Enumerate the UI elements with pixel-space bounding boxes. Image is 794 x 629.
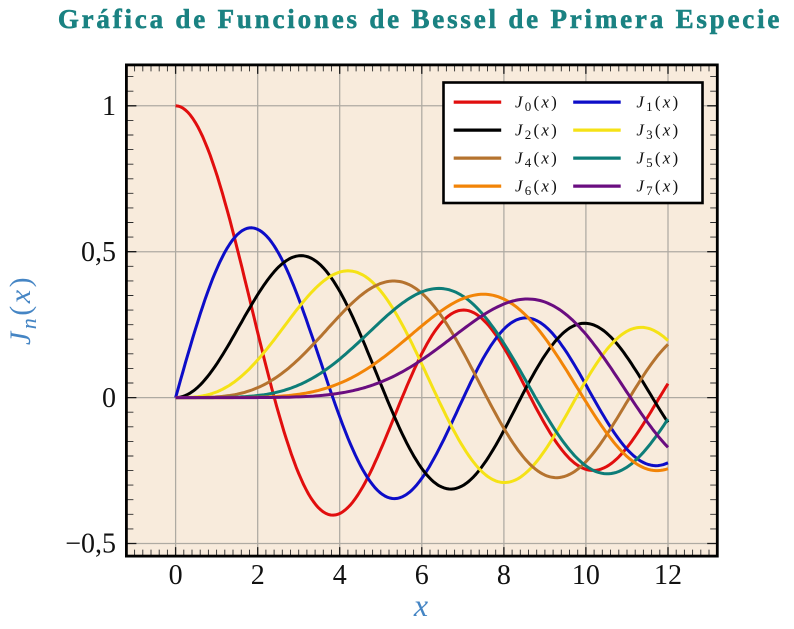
svg-text:J6(x): J6(x) [515,177,559,199]
svg-text:4: 4 [333,560,347,591]
svg-text:J4(x): J4(x) [515,149,559,171]
svg-text:J1(x): J1(x) [636,93,680,115]
svg-text:8: 8 [497,560,511,591]
svg-text:1: 1 [102,91,116,122]
svg-text:10: 10 [572,560,600,591]
svg-text:−0,5: −0,5 [65,529,116,560]
svg-text:12: 12 [654,560,682,591]
svg-text:Gráfica de Funciones de Bessel: Gráfica de Funciones de Bessel de Primer… [58,4,782,34]
svg-text:Jn(x): Jn(x) [4,275,41,345]
svg-text:2: 2 [251,560,265,591]
svg-text:x: x [413,587,428,623]
svg-text:J2(x): J2(x) [515,121,559,143]
svg-text:6: 6 [415,560,429,591]
svg-text:J7(x): J7(x) [636,177,680,199]
svg-text:J0(x): J0(x) [515,93,559,115]
svg-text:0,5: 0,5 [81,237,116,268]
svg-text:0: 0 [102,383,116,414]
svg-text:J5(x): J5(x) [636,149,680,171]
svg-text:J3(x): J3(x) [636,121,680,143]
svg-text:0: 0 [169,560,183,591]
